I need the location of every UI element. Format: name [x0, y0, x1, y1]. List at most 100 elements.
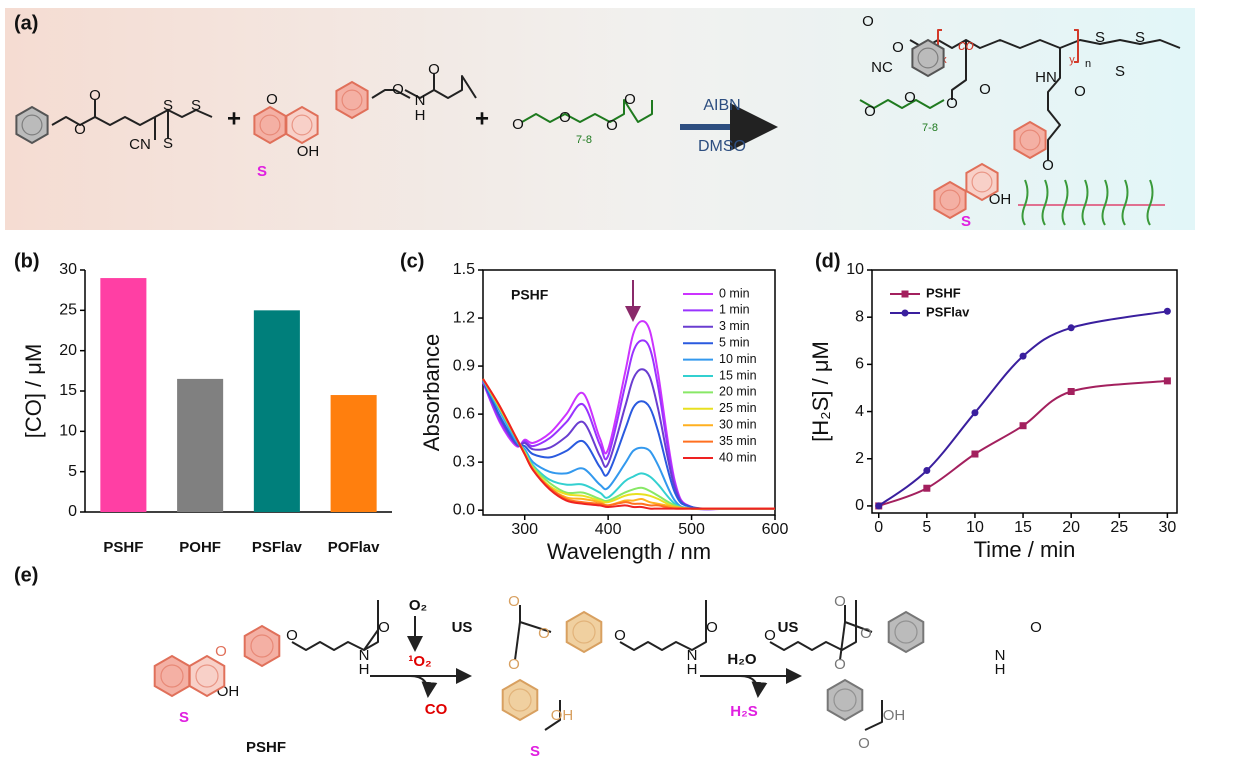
- reagent: O₂: [409, 597, 427, 614]
- x-tick-label: 15: [1014, 519, 1032, 536]
- y-tick-label: 0.0: [453, 501, 475, 518]
- bar: [253, 310, 300, 512]
- atom: S: [163, 135, 173, 152]
- atom: O: [74, 121, 86, 138]
- atom: O: [614, 627, 626, 644]
- legend-label: PSHF: [926, 285, 961, 300]
- atom: HN: [1035, 69, 1057, 86]
- atom: O: [512, 116, 524, 133]
- byproduct-arrow: [409, 675, 438, 698]
- x-tick-label: POFlav: [328, 539, 380, 556]
- reagent: US: [452, 619, 473, 636]
- atom: S: [1095, 29, 1105, 46]
- atom: O: [624, 91, 636, 108]
- atom: O: [862, 13, 874, 30]
- point: [971, 450, 979, 458]
- legend-label: 1 min: [719, 303, 750, 317]
- plot-frame: [482, 269, 776, 516]
- point: [1163, 307, 1171, 315]
- ring-aromatic: [939, 189, 961, 211]
- atom: OH: [989, 191, 1012, 208]
- ring: [501, 678, 539, 722]
- atom: O: [392, 81, 404, 98]
- x-axis-label: Time / min: [974, 537, 1076, 562]
- atom: OH: [297, 143, 320, 160]
- plot-frame: [871, 269, 1178, 514]
- y-tick-label: 20: [59, 342, 77, 359]
- y-tick-label: 5: [68, 463, 77, 480]
- ring: [565, 610, 603, 654]
- y-tick-label: 10: [846, 261, 864, 278]
- atom: OH: [883, 707, 906, 724]
- atom: O: [864, 103, 876, 120]
- x-tick-label: 20: [1062, 519, 1080, 536]
- scheme-a-bonds: [51, 29, 1181, 160]
- atom: S: [179, 709, 189, 726]
- legend-label: 20 min: [719, 385, 757, 399]
- legend-label: 0 min: [719, 286, 750, 300]
- ring: [153, 654, 191, 698]
- y-tick-label: 2: [855, 450, 864, 467]
- line: [482, 380, 776, 510]
- scheme-e-bonds: [291, 600, 883, 731]
- atom: H: [995, 661, 1006, 678]
- legend-label: 15 min: [719, 368, 757, 382]
- ring: [933, 180, 967, 220]
- y-tick-label: 0: [855, 497, 864, 514]
- y-tick-label: 15: [59, 382, 77, 399]
- y-tick-label: 30: [59, 261, 77, 278]
- atom: O: [979, 81, 991, 98]
- atom: O: [559, 109, 571, 126]
- ring: [335, 80, 369, 120]
- ring: [243, 624, 281, 668]
- ring: [15, 105, 49, 145]
- compound-name: PSHF: [246, 739, 286, 756]
- x-tick-label: POHF: [179, 539, 221, 556]
- legend-label: 10 min: [719, 352, 757, 366]
- plus: +: [475, 105, 489, 132]
- x-tick-label: 500: [678, 521, 705, 538]
- panel-label: (c): [400, 250, 424, 272]
- atom: O: [764, 627, 776, 644]
- copolymer: co: [958, 37, 974, 54]
- repeat-count: 7-8: [576, 134, 592, 146]
- atom: S: [1135, 29, 1145, 46]
- reagent: AIBN: [703, 97, 740, 114]
- x-tick-label: PSHF: [103, 539, 143, 556]
- ring-aromatic: [833, 688, 857, 712]
- chart: 0 5 10 15 20 25 30 [CO] / μM PSHF POHF PSFlav POFla…: [21, 261, 392, 556]
- atom: O: [834, 593, 846, 610]
- atom: O: [706, 619, 718, 636]
- y-tick-label: 8: [855, 308, 864, 325]
- atom: OH: [551, 707, 574, 724]
- repeat-count: 7-8: [922, 122, 938, 134]
- ring: [188, 654, 226, 698]
- y-axis-label: Absorbance: [419, 334, 444, 451]
- atom: O: [606, 117, 618, 134]
- point: [1019, 422, 1027, 430]
- atom: O: [1030, 619, 1042, 636]
- ring-aromatic: [1019, 129, 1041, 151]
- ring: [911, 38, 945, 78]
- bar: [100, 278, 147, 512]
- y-tick-label: 0: [68, 503, 77, 520]
- atom: S: [961, 213, 971, 230]
- atom: N: [995, 647, 1006, 664]
- atom: S: [257, 163, 267, 180]
- atom: O: [215, 643, 227, 660]
- atom: O: [858, 735, 870, 752]
- y-tick-label: 1.5: [453, 261, 475, 278]
- atom: H: [359, 661, 370, 678]
- y-tick-label: 25: [59, 302, 77, 319]
- atom: O: [892, 39, 904, 56]
- atom: O: [508, 656, 520, 673]
- ring: [887, 610, 925, 654]
- atom: O: [266, 91, 278, 108]
- scheme-background: [5, 8, 1195, 230]
- legend-label: 35 min: [719, 434, 757, 448]
- legend-label: 5 min: [719, 335, 750, 349]
- legend-label: 30 min: [719, 417, 757, 431]
- ring: [285, 105, 319, 145]
- ring-aromatic: [195, 664, 219, 688]
